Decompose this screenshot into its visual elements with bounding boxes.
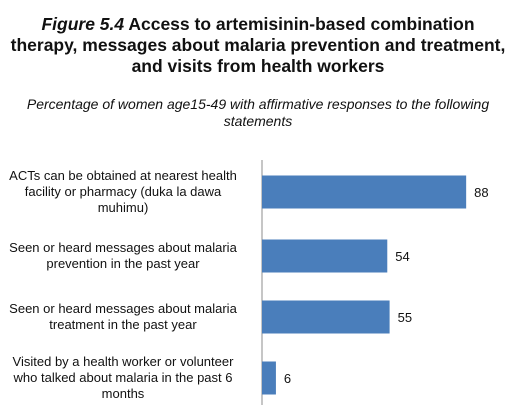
data-label-2: 54 — [395, 249, 409, 264]
bar-2 — [262, 239, 388, 273]
category-label-4: Visited by a health worker or volunteer … — [12, 354, 234, 401]
chart-subtitle: Percentage of women age15-49 with affirm… — [26, 96, 490, 129]
figure-title-text: Access to artemisinin-based combination … — [10, 14, 506, 76]
figure-number: Figure 5.4 — [41, 14, 125, 34]
category-label-1: ACTs can be obtained at nearest health f… — [9, 168, 237, 215]
bar-4 — [262, 361, 276, 395]
data-label-4: 6 — [284, 371, 291, 386]
chart-title: Figure 5.4 Access to artemisinin-based c… — [10, 14, 506, 77]
bar-1 — [262, 175, 467, 209]
data-label-3: 55 — [398, 310, 412, 325]
bar-3 — [262, 300, 390, 334]
category-label-3: Seen or heard messages about malaria tre… — [9, 301, 237, 332]
data-label-1: 88 — [474, 185, 488, 200]
category-label-2: Seen or heard messages about malaria pre… — [9, 240, 237, 271]
